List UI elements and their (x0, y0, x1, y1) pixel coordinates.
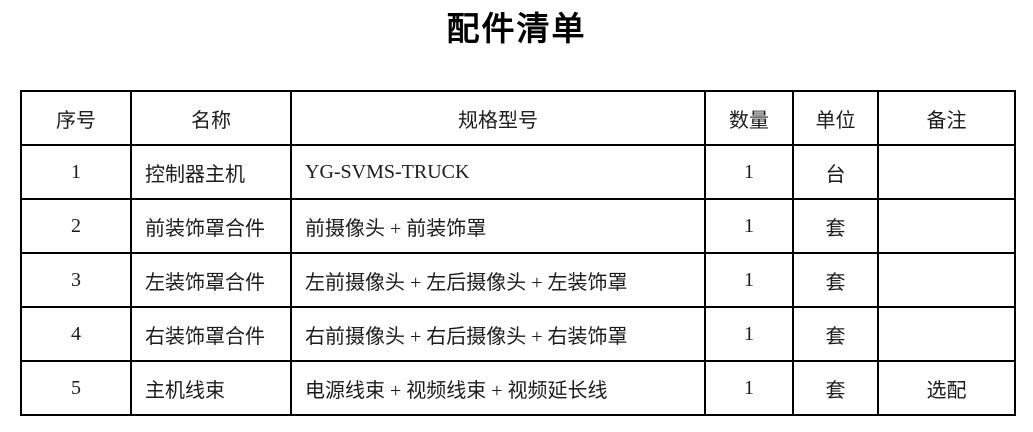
cell-qty: 1 (704, 306, 794, 362)
cell-name: 右装饰罩合件 (130, 306, 292, 362)
col-header-unit: 单位 (792, 90, 879, 146)
cell-note (877, 144, 1016, 200)
cell-note (877, 306, 1016, 362)
cell-name: 主机线束 (130, 360, 292, 416)
cell-unit: 套 (792, 252, 879, 308)
cell-unit: 套 (792, 360, 879, 416)
table-row: 3 左装饰罩合件 左前摄像头 + 左后摄像头 + 左装饰罩 1 套 (20, 252, 1016, 308)
cell-spec: 前摄像头 + 前装饰罩 (290, 198, 706, 254)
table-row: 1 控制器主机 YG-SVMS-TRUCK 1 台 (20, 144, 1016, 200)
cell-qty: 1 (704, 198, 794, 254)
table-row: 4 右装饰罩合件 右前摄像头 + 右后摄像头 + 右装饰罩 1 套 (20, 306, 1016, 362)
cell-spec: YG-SVMS-TRUCK (290, 144, 706, 200)
col-header-spec: 规格型号 (290, 90, 706, 146)
page-title: 配件清单 (446, 9, 587, 48)
cell-spec: 左前摄像头 + 左后摄像头 + 左装饰罩 (290, 252, 706, 308)
cell-note (877, 252, 1016, 308)
cell-spec: 电源线束 + 视频线束 + 视频延长线 (290, 360, 706, 416)
cell-qty: 1 (704, 144, 794, 200)
cell-note (877, 198, 1016, 254)
col-header-note: 备注 (877, 90, 1016, 146)
col-header-serial: 序号 (20, 90, 132, 146)
table-row: 5 主机线束 电源线束 + 视频线束 + 视频延长线 1 套 选配 (20, 360, 1016, 416)
cell-note: 选配 (877, 360, 1016, 416)
cell-serial: 4 (20, 306, 132, 362)
cell-unit: 套 (792, 198, 879, 254)
cell-serial: 2 (20, 198, 132, 254)
cell-serial: 5 (20, 360, 132, 416)
cell-name: 前装饰罩合件 (130, 198, 292, 254)
cell-name: 左装饰罩合件 (130, 252, 292, 308)
cell-qty: 1 (704, 252, 794, 308)
cell-serial: 1 (20, 144, 132, 200)
cell-qty: 1 (704, 360, 794, 416)
col-header-qty: 数量 (704, 90, 794, 146)
col-header-name: 名称 (130, 90, 292, 146)
cell-unit: 台 (792, 144, 879, 200)
table-row: 2 前装饰罩合件 前摄像头 + 前装饰罩 1 套 (20, 198, 1016, 254)
cell-name: 控制器主机 (130, 144, 292, 200)
cell-serial: 3 (20, 252, 132, 308)
parts-list-table: 序号 名称 规格型号 数量 单位 备注 1 控制器主机 YG-SVMS-TRUC… (20, 90, 1016, 416)
table-header-row: 序号 名称 规格型号 数量 单位 备注 (20, 90, 1016, 146)
cell-unit: 套 (792, 306, 879, 362)
cell-spec: 右前摄像头 + 右后摄像头 + 右装饰罩 (290, 306, 706, 362)
